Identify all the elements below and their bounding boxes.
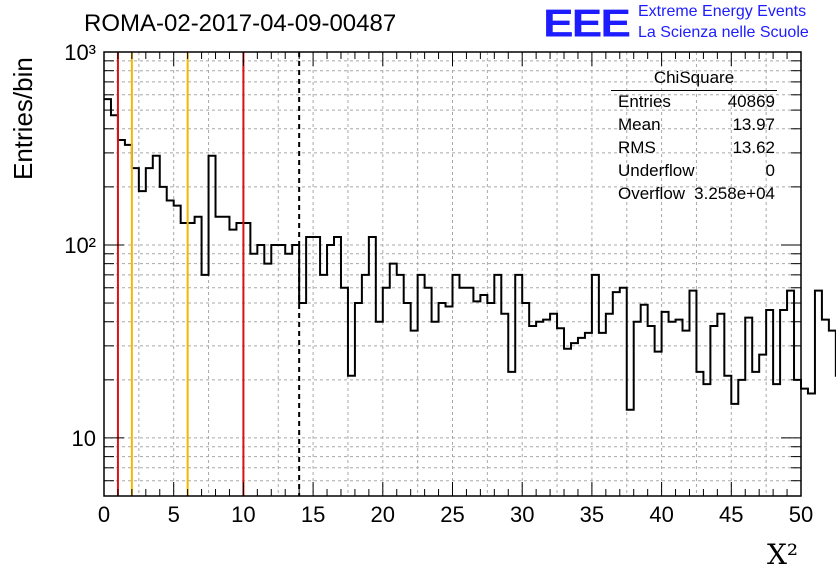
stats-row-overflow: Overflow 3.258e+04 bbox=[618, 184, 775, 206]
stats-key: Entries bbox=[618, 92, 671, 111]
histogram-series bbox=[104, 98, 836, 411]
logo-line-2: La Scienza nelle Scuole bbox=[638, 24, 809, 41]
x-tick-label: 30 bbox=[510, 502, 534, 527]
stats-value: 3.258e+04 bbox=[694, 184, 775, 203]
stats-title: ChiSquare bbox=[653, 68, 735, 87]
stats-row-underflow: Underflow 0 bbox=[618, 161, 775, 183]
stats-key: Mean bbox=[618, 115, 661, 134]
stats-key: Underflow bbox=[618, 161, 695, 180]
y-tick-label: 10³ bbox=[64, 40, 96, 65]
stats-row-rms: RMS 13.62 bbox=[618, 138, 775, 160]
x-axis-label: X² bbox=[767, 538, 799, 571]
x-tick-label: 15 bbox=[301, 502, 325, 527]
stats-divider bbox=[611, 90, 777, 91]
stats-box: ChiSquare Entries 40869 Mean 13.97 RMS 1… bbox=[611, 68, 777, 208]
x-tick-label: 25 bbox=[440, 502, 464, 527]
x-tick-label: 20 bbox=[371, 502, 395, 527]
chart-title: ROMA-02-2017-04-09-00487 bbox=[84, 10, 397, 37]
logo-line-1: Extreme Energy Events bbox=[638, 3, 807, 20]
x-tick-label: 0 bbox=[98, 502, 110, 527]
stats-value: 0 bbox=[765, 161, 775, 180]
stats-value: 13.62 bbox=[732, 138, 775, 157]
stats-row-mean: Mean 13.97 bbox=[618, 115, 775, 137]
x-tick-label: 45 bbox=[719, 502, 743, 527]
x-tick-label: 40 bbox=[649, 502, 673, 527]
y-tick-label: 10² bbox=[64, 233, 96, 258]
stats-value: 13.97 bbox=[732, 115, 775, 134]
x-tick-label: 10 bbox=[231, 502, 255, 527]
eee-logo: EEE bbox=[543, 0, 631, 46]
x-tick-label: 50 bbox=[789, 502, 813, 527]
y-tick-label: 10 bbox=[72, 426, 96, 451]
x-tick-label: 5 bbox=[168, 502, 180, 527]
stats-value: 40869 bbox=[727, 92, 775, 111]
stats-key: RMS bbox=[618, 138, 656, 157]
y-axis-label: Entries/bin bbox=[8, 57, 38, 180]
stats-row-entries: Entries 40869 bbox=[618, 92, 775, 114]
x-tick-label: 35 bbox=[580, 502, 604, 527]
stats-key: Overflow bbox=[618, 184, 686, 203]
